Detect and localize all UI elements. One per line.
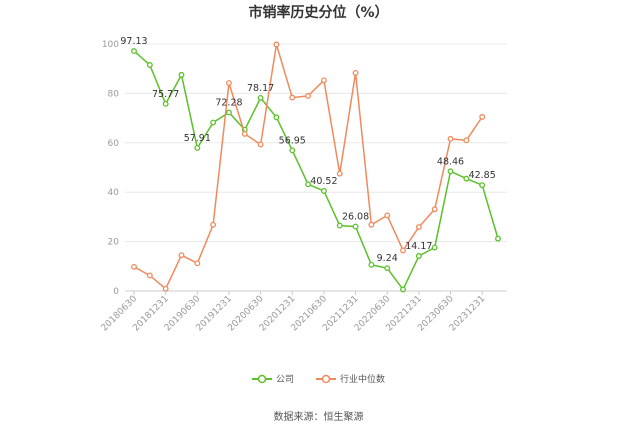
y-tick-label: 0 xyxy=(113,287,119,297)
industry-data-point xyxy=(210,221,217,228)
company-data-point xyxy=(131,48,137,55)
industry-data-point xyxy=(194,260,201,267)
industry-data-point xyxy=(352,69,359,76)
legend-label-company: 公司 xyxy=(275,375,294,385)
company-data-point xyxy=(415,253,422,259)
company-data-point xyxy=(273,114,280,121)
industry-data-point xyxy=(241,130,248,137)
industry-data-point xyxy=(305,92,312,99)
industry-data-point xyxy=(226,80,232,86)
chart-title: 市销率历史分位（%） xyxy=(248,5,389,21)
industry-data-point xyxy=(463,137,470,144)
company-series-line xyxy=(133,50,499,291)
data-label: 56.95 xyxy=(279,135,306,146)
company-data-point xyxy=(352,223,359,230)
data-label: 48.46 xyxy=(437,156,464,167)
company-data-point xyxy=(162,100,169,107)
y-tick-label: 80 xyxy=(108,89,120,99)
legend-label-industry: 行业中位数 xyxy=(340,375,386,385)
industry-data-point xyxy=(368,221,375,228)
company-data-point xyxy=(194,145,201,151)
y-tick-label: 60 xyxy=(108,139,120,149)
data-label: 42.85 xyxy=(469,170,496,181)
legend-item-company[interactable]: 公司 xyxy=(251,372,294,385)
company-data-point xyxy=(305,181,312,188)
industry-data-point xyxy=(289,94,296,101)
company-data-point xyxy=(226,109,232,116)
legend-swatch-industry-icon xyxy=(316,374,336,383)
company-data-point xyxy=(368,261,375,268)
company-data-point xyxy=(210,119,217,126)
legend: 公司 行业中位数 xyxy=(0,372,637,385)
legend-item-industry[interactable]: 行业中位数 xyxy=(316,372,385,385)
industry-data-point xyxy=(146,272,153,279)
company-data-point xyxy=(178,71,185,78)
industry-data-point xyxy=(415,224,422,230)
industry-data-point xyxy=(479,113,486,120)
industry-data-point xyxy=(131,263,137,270)
data-source-note: 数据来源：恒生聚源 xyxy=(273,412,364,423)
y-tick-label: 100 xyxy=(102,40,119,50)
industry-data-point xyxy=(273,41,280,48)
company-data-point xyxy=(495,235,501,242)
data-label: 26.08 xyxy=(342,212,369,223)
company-data-point xyxy=(320,187,327,194)
company-data-point xyxy=(384,265,391,272)
y-tick-label: 20 xyxy=(108,238,120,248)
company-data-point xyxy=(257,94,264,101)
company-data-point xyxy=(289,147,296,154)
data-label: 14.17 xyxy=(405,241,432,252)
industry-data-point xyxy=(257,141,264,148)
data-label: 75.77 xyxy=(152,89,179,100)
company-data-point xyxy=(336,222,343,229)
industry-series-line xyxy=(133,44,483,290)
industry-data-point xyxy=(320,77,327,84)
industry-data-point xyxy=(336,170,343,177)
company-data-point xyxy=(479,182,486,189)
company-data-point xyxy=(400,286,406,293)
y-tick-label: 40 xyxy=(108,188,120,198)
legend-swatch-company-icon xyxy=(251,374,272,383)
industry-data-point xyxy=(400,247,406,254)
data-label: 57.91 xyxy=(184,133,211,144)
company-data-point xyxy=(463,175,470,182)
industry-data-point xyxy=(431,206,438,213)
industry-data-point xyxy=(447,135,454,142)
industry-data-point xyxy=(384,212,391,219)
data-label: 78.17 xyxy=(247,83,274,94)
company-data-point xyxy=(431,244,438,251)
data-label: 40.52 xyxy=(310,176,337,187)
industry-data-point xyxy=(178,252,185,259)
industry-data-point xyxy=(162,285,169,292)
data-label: 9.24 xyxy=(377,253,398,264)
data-label: 72.28 xyxy=(215,97,242,108)
company-data-point xyxy=(447,168,454,175)
data-label: 97.13 xyxy=(120,36,147,47)
company-data-point xyxy=(146,62,153,68)
